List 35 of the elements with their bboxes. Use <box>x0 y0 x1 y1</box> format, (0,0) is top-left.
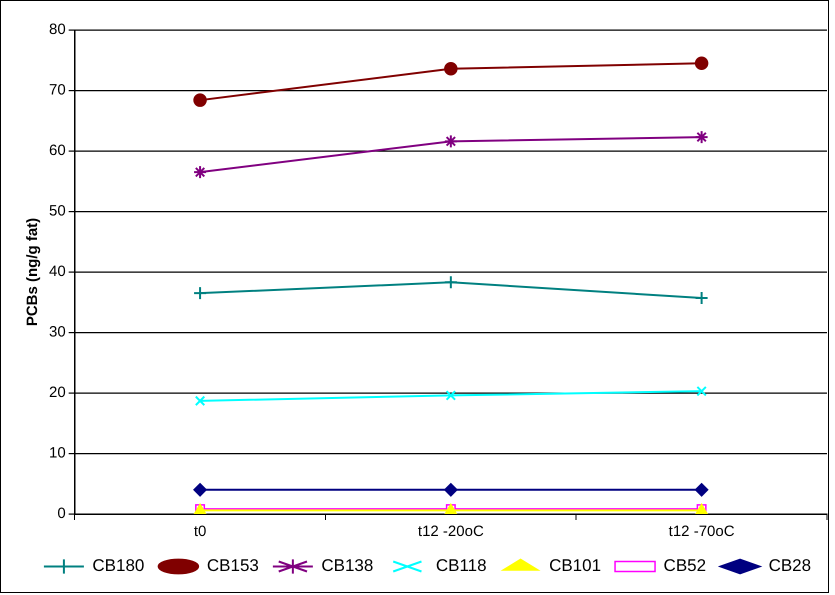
point <box>193 93 207 107</box>
y-tick-label: 80 <box>48 21 66 38</box>
legend-label: CB153 <box>206 556 259 576</box>
point <box>446 390 456 401</box>
point <box>694 56 708 70</box>
legend-label: CB52 <box>664 556 706 576</box>
point <box>194 396 206 406</box>
x-tick-label: t12 -20oC <box>418 523 484 540</box>
y-tick-label: 30 <box>48 324 66 341</box>
legend-label: CB118 <box>436 556 487 576</box>
point <box>193 165 208 180</box>
x-tick-label: t0 <box>194 523 206 540</box>
y-tick-label: 10 <box>48 444 66 462</box>
point <box>696 386 707 396</box>
legend-label: CB138 <box>321 556 374 576</box>
y-tick-label: 0 <box>57 505 66 522</box>
point <box>444 62 458 76</box>
y-tick-label: 60 <box>48 142 66 160</box>
legend-label: CB180 <box>92 556 144 576</box>
legend-label: CB101 <box>549 556 602 576</box>
point <box>694 130 709 144</box>
y-axis-title: PCBs (ng/g fat) <box>24 218 42 326</box>
point <box>694 291 709 306</box>
point <box>193 286 208 300</box>
y-tick-label: 50 <box>48 202 66 220</box>
point <box>444 275 458 290</box>
y-tick-label: 20 <box>48 384 66 402</box>
point <box>694 483 708 497</box>
legend-label: CB28 <box>768 556 812 576</box>
point <box>193 483 207 497</box>
y-tick-label: 40 <box>48 263 66 280</box>
point <box>444 134 458 148</box>
point <box>444 483 458 497</box>
x-tick-label: t12 -70oC <box>668 523 735 540</box>
y-tick-label: 70 <box>48 82 66 99</box>
